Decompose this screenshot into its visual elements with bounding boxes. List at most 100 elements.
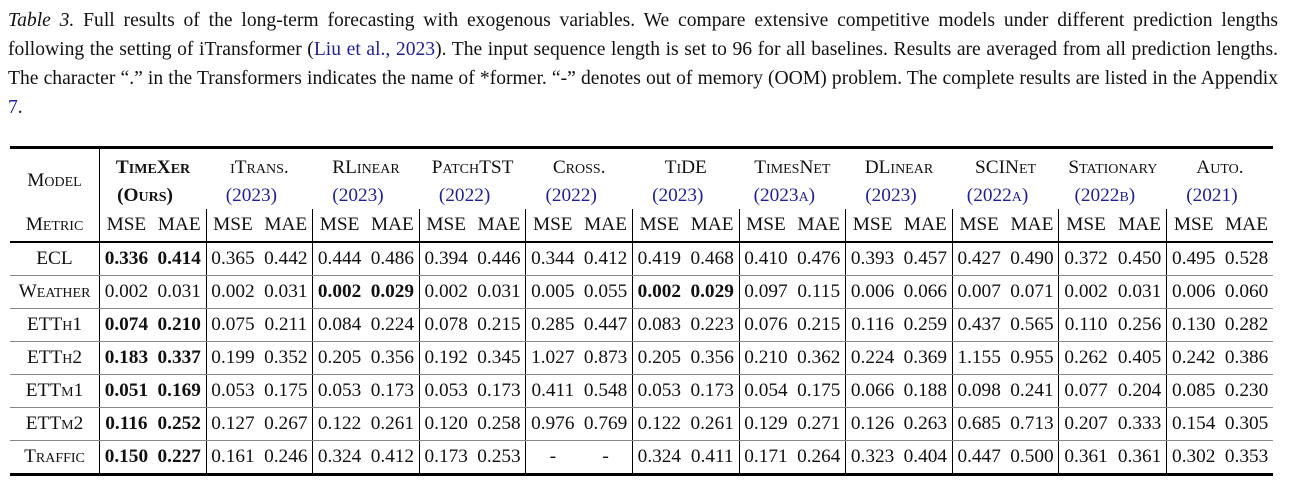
metric-mse: MSE <box>98 209 153 243</box>
value-mse: 0.002 <box>98 275 153 309</box>
value-mse: 0.127 <box>205 407 260 441</box>
value-mse: 0.002 <box>418 275 473 309</box>
value-mae: 0.446 <box>472 242 526 276</box>
value-mae: 0.457 <box>898 242 953 276</box>
value-mse: 0.323 <box>845 440 899 475</box>
appendix-link[interactable]: 7 <box>8 97 18 118</box>
value-mse: 0.053 <box>631 374 686 408</box>
value-mae: 0.252 <box>152 407 207 441</box>
model-citation-cell: (Ours) <box>100 183 207 209</box>
metric-mse: MSE <box>418 209 473 243</box>
value-mae: 0.476 <box>792 242 846 276</box>
citation-link[interactable]: Liu et al., 2023 <box>313 39 436 60</box>
value-mse: 0.116 <box>98 407 153 441</box>
value-mae: 0.169 <box>152 374 207 408</box>
value-mae: 0.175 <box>259 374 313 408</box>
value-mse: 0.085 <box>1166 374 1221 408</box>
metric-mae: MAE <box>472 209 526 243</box>
model-name: TiDE <box>664 157 707 178</box>
value-mse: 0.116 <box>845 308 899 342</box>
model-name: DLinear <box>864 157 934 178</box>
value-mae: 0.386 <box>1220 341 1273 375</box>
results-table: Model TimeXer iTrans. RLinear PatchTST Cross.… <box>10 146 1273 476</box>
model-name: Cross. <box>552 157 606 178</box>
value-mse: 0.126 <box>845 407 899 441</box>
value-mse: 1.027 <box>525 341 580 375</box>
model-citation[interactable]: (2022b) <box>1074 185 1136 206</box>
value-mae: 0.267 <box>259 407 313 441</box>
model-citation[interactable]: (2023a) <box>753 185 816 206</box>
table-row: Weather 0.002 0.031 0.002 0.031 0.002 0.029 0.0… <box>10 275 1273 309</box>
value-mse: 0.130 <box>1166 308 1221 342</box>
model-citation-cell: (2022b) <box>1059 183 1167 209</box>
metric-mae: MAE <box>259 209 313 243</box>
value-mae: 0.500 <box>1010 446 1054 467</box>
model-citation[interactable]: (2023) <box>652 185 704 206</box>
value-mae: 0.264 <box>797 446 841 467</box>
table-row: ECL 0.336 0.414 0.365 0.442 0.444 0.486 0.394 0.… <box>10 242 1273 276</box>
value-mse: 0.685 <box>951 407 1006 441</box>
value-mse: 0.002 <box>631 275 686 309</box>
metric-mae: MAE <box>152 209 207 243</box>
value-mse: 0.122 <box>312 407 366 441</box>
value-mae: 0.241 <box>1005 374 1059 408</box>
dataset-name: Traffic <box>10 440 100 475</box>
value-mse: 0.224 <box>845 341 899 375</box>
caption-text: ). The input sequence length is set to 9… <box>8 39 1278 89</box>
value-mse: 0.129 <box>738 407 793 441</box>
value-mae: 0.528 <box>1220 242 1273 276</box>
metric-mse: MSE <box>1058 209 1113 243</box>
model-citation[interactable]: (2022) <box>438 185 491 206</box>
value-mae: 0.188 <box>898 374 953 408</box>
model-citation[interactable]: (2023) <box>865 185 917 206</box>
value-mae: 0.173 <box>365 374 420 408</box>
value-mae: 0.414 <box>152 242 207 276</box>
value-mae: 0.261 <box>685 407 740 441</box>
model-citation[interactable]: (2022a) <box>966 185 1029 206</box>
value-mse: 0.410 <box>738 242 793 276</box>
value-mse: 0.054 <box>738 374 793 408</box>
value-mae: 0.031 <box>259 275 313 309</box>
value-mae: 0.769 <box>579 407 633 441</box>
value-mse: 0.495 <box>1166 242 1221 276</box>
table-caption: Table 3. Full results of the long-term f… <box>8 6 1278 122</box>
metric-mae: MAE <box>685 209 740 243</box>
value-mse: 0.007 <box>951 275 1006 309</box>
value-mae: 0.337 <box>152 341 207 375</box>
metric-header: Metric <box>10 209 100 243</box>
value-mse: 0.447 <box>951 440 1006 475</box>
table-row: ETTm1 0.051 0.169 0.053 0.175 0.053 0.173 0.053… <box>10 374 1273 408</box>
value-mae: 0.412 <box>370 446 415 467</box>
metric-mse: MSE <box>738 209 793 243</box>
metric-mse: MSE <box>951 209 1006 243</box>
model-citation[interactable]: (2022) <box>545 185 597 206</box>
value-mae: 0.352 <box>259 341 313 375</box>
value-mse: 0.427 <box>951 242 1006 276</box>
model-citation-cell: (2022) <box>419 183 526 209</box>
metric-mse: MSE <box>631 209 686 243</box>
value-mse: 0.976 <box>525 407 580 441</box>
model-name: RLinear <box>332 157 400 178</box>
value-mse: 0.394 <box>418 242 473 276</box>
value-mae: 0.282 <box>1220 308 1273 342</box>
value-mae: 0.468 <box>685 242 740 276</box>
metric-mae: MAE <box>1005 209 1059 243</box>
caption-label: Table 3. <box>8 10 75 31</box>
value-mse: 0.302 <box>1166 440 1221 475</box>
value-mae: 0.447 <box>579 308 633 342</box>
value-mae: 0.955 <box>1005 341 1059 375</box>
value-mse: 0.076 <box>738 308 793 342</box>
header-row-years: (Ours) (2023) (2023) (2022) (2022) (2023) (202… <box>10 183 1273 209</box>
value-mse: 0.183 <box>98 341 153 375</box>
metric-mse: MSE <box>205 209 260 243</box>
model-citation[interactable]: (2021) <box>1186 185 1238 206</box>
model-citation-cell: (2021) <box>1167 183 1273 209</box>
value-mae: 0.224 <box>365 308 420 342</box>
model-citation[interactable]: (2023) <box>225 185 278 206</box>
value-mae: 0.031 <box>1112 275 1167 309</box>
value-mse: 0.066 <box>845 374 899 408</box>
value-mae: 0.490 <box>1005 242 1059 276</box>
model-citation[interactable]: (2023) <box>332 185 384 206</box>
value-mse: 0.110 <box>1058 308 1113 342</box>
value-mae: 0.259 <box>898 308 953 342</box>
